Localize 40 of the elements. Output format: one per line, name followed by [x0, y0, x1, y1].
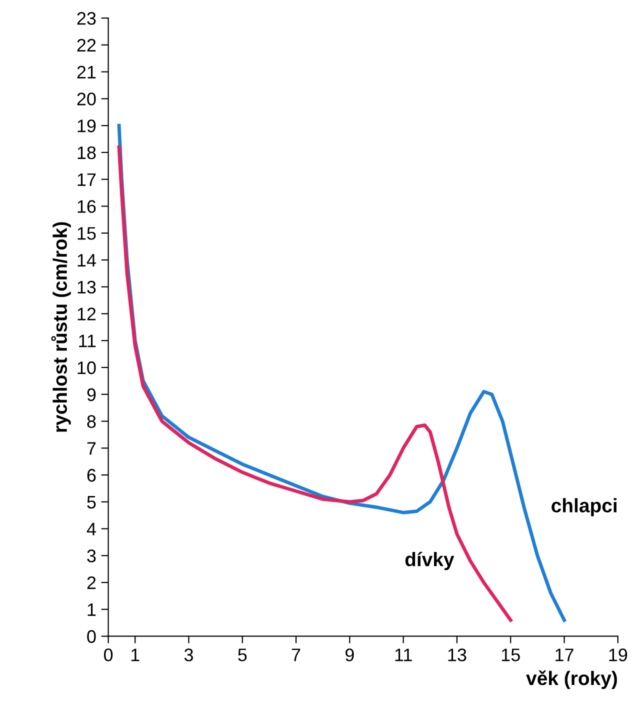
y-tick-label: 10 [78, 361, 96, 374]
y-tick-label: 20 [77, 92, 96, 106]
x-tick-label: 13 [448, 648, 466, 662]
y-tick-label: 13 [78, 280, 96, 294]
y-axis-title: rychlost růstu (cm/rok) [51, 222, 71, 432]
y-tick-label: 14 [78, 254, 96, 267]
x-tick-label: 3 [184, 648, 193, 662]
y-tick-label: 11 [79, 334, 96, 348]
y-tick-label: 1 [88, 603, 96, 616]
x-tick-label: 1 [131, 648, 140, 662]
y-tick-label: 22 [77, 38, 96, 52]
y-tick-label: 2 [87, 576, 96, 590]
x-axis-title: věk (roky) [526, 670, 617, 689]
y-tick-label: 12 [78, 308, 96, 320]
series-label: chlapci [552, 498, 616, 516]
y-tick-label: 3 [87, 550, 96, 562]
y-tick-label: 17 [78, 173, 96, 186]
y-tick-label: 21 [77, 66, 96, 78]
y-tick-label: 0 [87, 630, 96, 643]
y-tick-label: 9 [87, 388, 96, 402]
y-tick-label: 16 [78, 200, 96, 213]
y-tick-label: 23 [77, 12, 96, 25]
y-tick-label: 8 [87, 415, 96, 428]
y-tick-label: 7 [87, 442, 96, 455]
y-tick-label: 18 [78, 146, 96, 160]
y-tick-label: 5 [87, 496, 96, 509]
y-tick-label: 19 [78, 120, 96, 132]
x-tick-label: 5 [238, 648, 247, 662]
x-tick-label: 0 [104, 648, 113, 662]
y-tick-label: 6 [87, 468, 96, 482]
x-tick-label: 9 [346, 648, 354, 662]
x-tick-label: 19 [609, 648, 628, 662]
y-tick-label: 15 [78, 227, 96, 240]
y-tick-label: 4 [86, 522, 96, 536]
x-tick-label: 15 [502, 648, 520, 662]
x-tick-label: 11 [395, 648, 412, 662]
x-tick-label: 7 [292, 648, 300, 662]
line-series [117, 145, 512, 622]
x-tick-label: 17 [556, 648, 574, 662]
series-label: dívky [405, 552, 454, 570]
